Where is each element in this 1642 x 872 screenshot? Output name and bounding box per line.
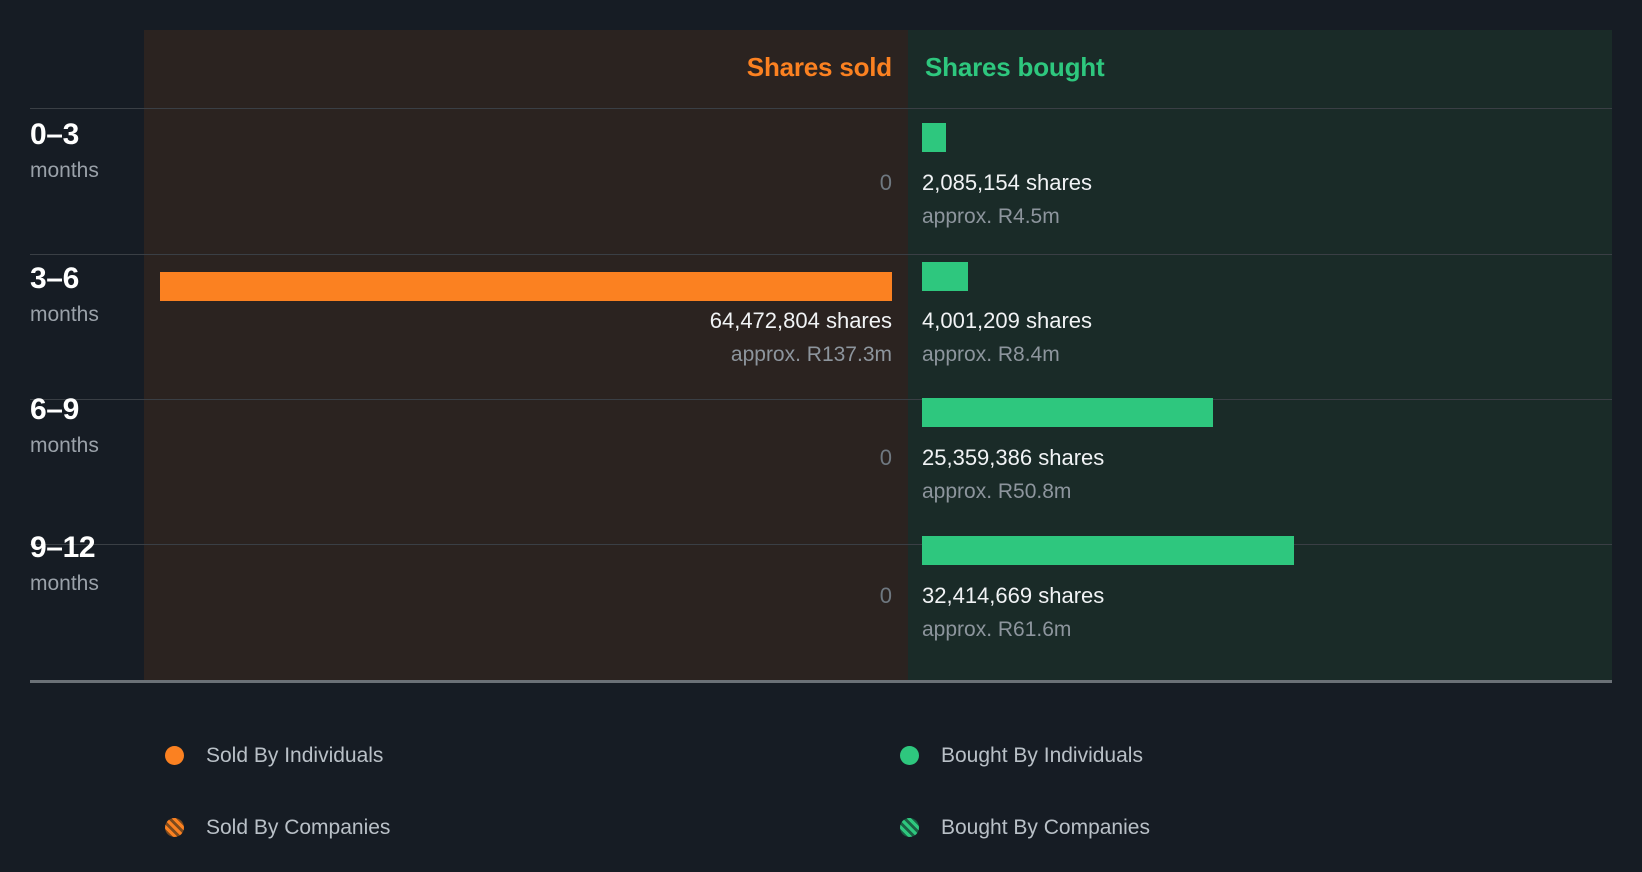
bought-approx-6-9-months: approx. R50.8m <box>922 480 1072 503</box>
sold-value-6-9-months: 0 <box>879 445 892 470</box>
bought-value-block-3-6-months: 4,001,209 shares approx. R8.4m <box>922 308 1093 366</box>
shares-sold-panel <box>144 30 908 682</box>
bought-value-block-6-9-months: 25,359,386 shares approx. R50.8m <box>922 445 1105 503</box>
row-label-0-3-months: 0–3 months <box>30 118 140 182</box>
bought-shares-3-6-months: 4,001,209 shares <box>922 308 1093 333</box>
row-unit: months <box>30 303 99 326</box>
sold-shares-3-6-months: 64,472,804 shares <box>709 308 892 333</box>
shares-bought-header: Shares bought <box>925 52 1105 82</box>
legend-label: Sold By Companies <box>206 816 391 839</box>
row-range: 0–3 <box>30 118 79 151</box>
row-unit: months <box>30 434 99 457</box>
bought-shares-0-3-months: 2,085,154 shares <box>922 170 1093 195</box>
row-range: 9–12 <box>30 531 96 564</box>
row-separator <box>30 544 1612 545</box>
shares-bought-panel <box>908 30 1612 682</box>
circle-solid-orange-icon <box>165 746 184 765</box>
row-range: 3–6 <box>30 262 79 295</box>
circle-hatched-orange-icon <box>165 818 184 837</box>
bought-bar-9-12-months <box>922 536 1294 565</box>
legend-item-bought-by-companies[interactable]: Bought By Companies <box>900 817 1150 838</box>
row-separator <box>30 399 1612 400</box>
bought-approx-3-6-months: approx. R8.4m <box>922 343 1060 366</box>
sold-value-block-3-6-months: 64,472,804 shares approx. R137.3m <box>160 308 892 366</box>
row-label-9-12-months: 9–12 months <box>30 531 140 595</box>
legend-item-sold-by-individuals[interactable]: Sold By Individuals <box>165 745 383 766</box>
circle-solid-green-icon <box>900 746 919 765</box>
axis-baseline <box>30 680 1612 683</box>
row-unit: months <box>30 159 99 182</box>
bought-value-block-0-3-months: 2,085,154 shares approx. R4.5m <box>922 170 1093 228</box>
bought-shares-6-9-months: 25,359,386 shares <box>922 445 1105 470</box>
bought-approx-9-12-months: approx. R61.6m <box>922 618 1072 641</box>
legend-label: Bought By Individuals <box>941 744 1143 767</box>
sold-approx-3-6-months: approx. R137.3m <box>730 343 892 366</box>
row-label-6-9-months: 6–9 months <box>30 393 140 457</box>
row-separator <box>30 254 1612 255</box>
sold-value-9-12-months: 0 <box>879 583 892 608</box>
legend-label: Bought By Companies <box>941 816 1150 839</box>
bought-bar-6-9-months <box>922 398 1213 427</box>
row-unit: months <box>30 572 99 595</box>
row-separator <box>30 108 1612 109</box>
shares-sold-header: Shares sold <box>746 52 892 82</box>
bought-approx-0-3-months: approx. R4.5m <box>922 205 1060 228</box>
sold-value-0-3-months: 0 <box>879 170 892 195</box>
bought-bar-0-3-months <box>922 123 946 152</box>
bought-shares-9-12-months: 32,414,669 shares <box>922 583 1105 608</box>
bought-value-block-9-12-months: 32,414,669 shares approx. R61.6m <box>922 583 1105 641</box>
circle-hatched-green-icon <box>900 818 919 837</box>
bought-bar-3-6-months <box>922 262 968 291</box>
row-range: 6–9 <box>30 393 79 426</box>
legend-item-sold-by-companies[interactable]: Sold By Companies <box>165 817 390 838</box>
row-label-3-6-months: 3–6 months <box>30 262 140 326</box>
legend-label: Sold By Individuals <box>206 744 384 767</box>
sold-bar-3-6-months <box>160 272 892 301</box>
legend-item-bought-by-individuals[interactable]: Bought By Individuals <box>900 745 1143 766</box>
